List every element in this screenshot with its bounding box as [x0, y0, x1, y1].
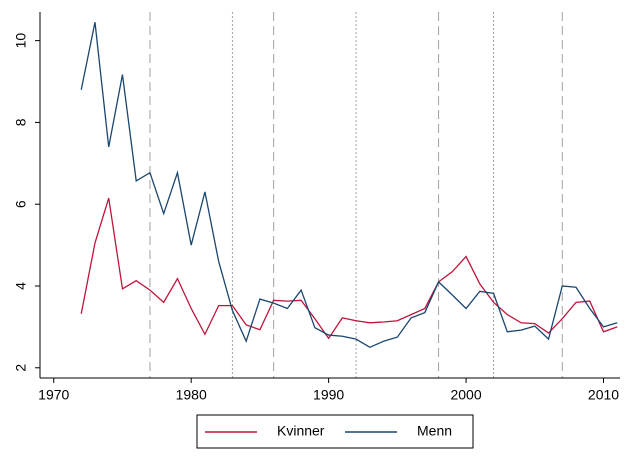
- y-tick-label: 2: [13, 364, 29, 372]
- legend-label: Kvinner: [277, 423, 325, 439]
- y-tick-label: 6: [13, 200, 29, 208]
- x-tick-label: 1990: [313, 387, 344, 403]
- series-line: [80, 22, 618, 349]
- x-tick-label: 2000: [450, 387, 481, 403]
- series-line: [80, 197, 618, 340]
- y-tick-label: 4: [13, 282, 29, 290]
- legend-label: Menn: [417, 423, 452, 439]
- legend-box: [196, 414, 474, 449]
- y-tick-label: 10: [13, 33, 29, 49]
- y-tick-label: 8: [13, 118, 29, 126]
- x-tick-label: 1970: [38, 387, 69, 403]
- x-tick-label: 1980: [176, 387, 207, 403]
- x-tick-label: 2010: [588, 387, 619, 403]
